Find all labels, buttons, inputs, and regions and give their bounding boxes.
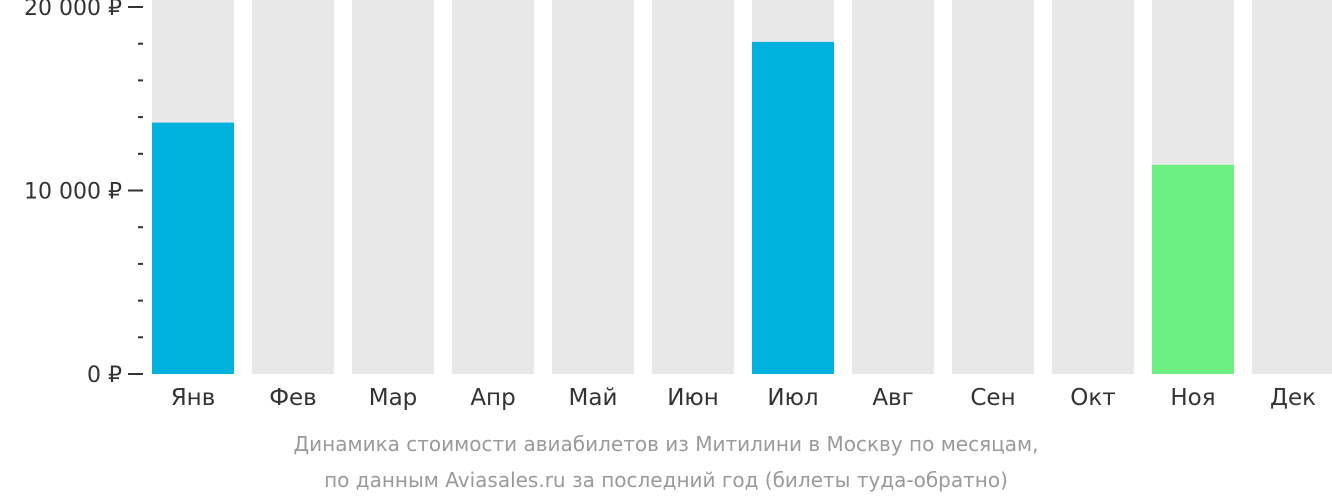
month-label: Июл	[767, 385, 818, 411]
background-bar	[652, 0, 734, 374]
month-label: Окт	[1070, 385, 1115, 411]
chart-caption-line-1: Динамика стоимости авиабилетов из Митили…	[293, 432, 1039, 456]
background-bar	[1252, 0, 1332, 374]
month-label: Апр	[470, 385, 515, 411]
background-bar	[952, 0, 1034, 374]
month-label: Май	[569, 385, 618, 411]
month-label: Сен	[970, 385, 1015, 411]
background-bar	[1052, 0, 1134, 374]
month-label: Июн	[667, 385, 719, 411]
month-label: Мар	[369, 385, 418, 411]
month-label: Авг	[872, 385, 913, 411]
background-bar	[552, 0, 634, 374]
chart-caption-line-2: по данным Aviasales.ru за последний год …	[324, 468, 1008, 492]
y-tick-label: 20 000 ₽	[24, 0, 122, 21]
month-label: Фев	[269, 385, 317, 411]
x-axis-labels: Янв Фев Мар Апр Май Июн Июл Авг Сен Окт Ноя Дек	[171, 385, 1316, 411]
background-bar	[352, 0, 434, 374]
y-axis: 0 ₽ 10 000 ₽ 20 000 ₽	[24, 0, 143, 388]
background-bar	[852, 0, 934, 374]
price-bar	[1152, 164, 1234, 374]
price-bar	[752, 41, 834, 375]
month-label: Дек	[1270, 385, 1316, 411]
background-bar	[252, 0, 334, 374]
y-tick-label: 10 000 ₽	[24, 180, 122, 205]
price-bar	[152, 122, 234, 374]
background-bar	[452, 0, 534, 374]
month-label: Янв	[171, 385, 216, 411]
y-tick-label: 0 ₽	[87, 363, 122, 388]
value-bars	[152, 41, 1234, 375]
month-label: Ноя	[1170, 385, 1215, 411]
